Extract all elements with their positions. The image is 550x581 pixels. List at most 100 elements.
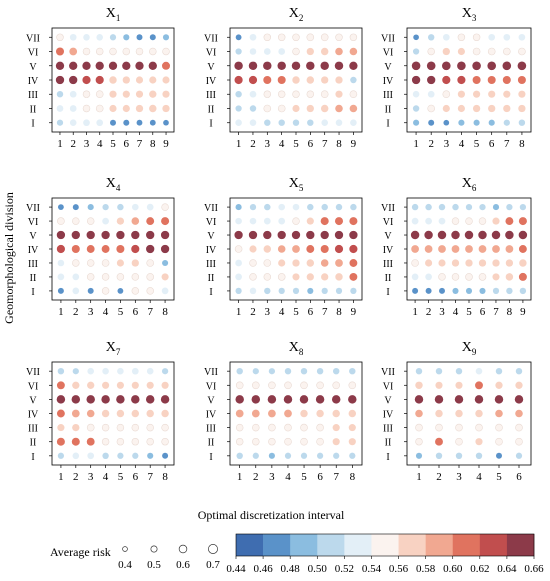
row-label-iv: IV [383, 76, 394, 87]
bubble [348, 409, 357, 418]
bubble [162, 34, 170, 41]
bubble [131, 217, 140, 225]
bubble [334, 61, 344, 71]
bubble [425, 287, 432, 294]
bubble [425, 217, 432, 225]
legend: Average risk 0.4 0.5 0.6 0.7 0.44 0.46 0.48 0.… [50, 533, 544, 575]
row-label-iii: III [28, 259, 38, 270]
bubble [248, 61, 258, 71]
bubble [236, 452, 243, 460]
bubble [455, 367, 463, 375]
x-tick-label: 7 [147, 471, 153, 483]
bubble [57, 367, 65, 375]
bubble [284, 437, 292, 446]
bubble [131, 381, 139, 389]
bubble [252, 368, 259, 375]
bubble [135, 47, 144, 56]
bubble [109, 90, 117, 98]
bubble [348, 438, 356, 446]
bubble [292, 203, 300, 211]
bubble [268, 437, 276, 446]
bubble [102, 381, 110, 389]
bubble [235, 437, 244, 446]
bubble [87, 452, 95, 460]
row-label-ii: II [208, 438, 215, 449]
bubble [264, 119, 271, 126]
x-tick-label: 1 [412, 306, 418, 318]
bubble [162, 259, 169, 267]
x-tick-label: 6 [516, 471, 522, 483]
row-label-v: V [207, 231, 215, 242]
bubble [316, 437, 324, 446]
bubble [478, 230, 487, 240]
bubble [495, 437, 503, 446]
bubble [441, 61, 451, 71]
bubble [494, 395, 504, 404]
bubble [235, 423, 244, 432]
bubble [495, 381, 503, 389]
colorbar-frame [235, 533, 535, 557]
bubble [161, 381, 169, 389]
x-tick-label: 4 [279, 138, 285, 150]
row-label-vii: VII [26, 367, 40, 378]
colorbar-tick-label: 0.54 [362, 563, 382, 575]
bubble [332, 367, 340, 375]
bubble [411, 61, 421, 71]
bubble [457, 75, 466, 85]
x-tick-label: 3 [88, 306, 94, 318]
row-label-vii: VII [204, 33, 218, 44]
bubble [491, 230, 501, 240]
x-tick-label: 3 [88, 471, 94, 483]
bubble [161, 217, 170, 226]
colorbar-tick-label: 0.56 [389, 563, 409, 575]
bubble [518, 47, 526, 56]
bubble [519, 203, 527, 211]
bubble [427, 47, 435, 56]
bubble [492, 245, 500, 253]
bubble [249, 119, 257, 126]
bubble [455, 409, 463, 418]
x-tick-label: 7 [147, 306, 153, 318]
bubble [502, 61, 512, 71]
bubble [268, 381, 276, 390]
bubble [95, 61, 104, 70]
bubble [465, 287, 473, 294]
bubble [335, 47, 343, 56]
x-tick-label: 4 [103, 306, 109, 318]
bubble [435, 409, 443, 418]
x-tick-label: 5 [118, 306, 124, 318]
bubble [320, 61, 329, 71]
bubble [95, 47, 104, 56]
bubble [102, 452, 109, 460]
bubble [57, 424, 65, 432]
x-tick-label: 3 [444, 138, 450, 150]
bubble [292, 245, 300, 253]
x-tick-label: 2 [70, 138, 76, 150]
bubble [321, 119, 328, 126]
bubble [465, 203, 473, 211]
bubble [320, 90, 329, 98]
bubble [101, 287, 110, 295]
bubble [475, 423, 483, 432]
bubble [69, 105, 77, 112]
bubble [505, 245, 514, 253]
bubble [335, 287, 343, 295]
row-label-vi: VI [206, 381, 217, 392]
bubble [519, 259, 527, 267]
bubble [515, 452, 523, 459]
row-label-iii: III [206, 424, 216, 435]
bubble [277, 104, 286, 113]
bubble [414, 395, 424, 404]
row-label-i: I [31, 452, 34, 463]
bubble [332, 424, 340, 432]
bubble [101, 437, 110, 446]
x-tick-label: 3 [269, 471, 275, 483]
bubble [149, 76, 157, 84]
row-label-iii: III [206, 90, 216, 101]
colorbar-tick-label: 0.46 [253, 563, 273, 575]
bubble [284, 423, 292, 432]
bubble [349, 33, 358, 42]
